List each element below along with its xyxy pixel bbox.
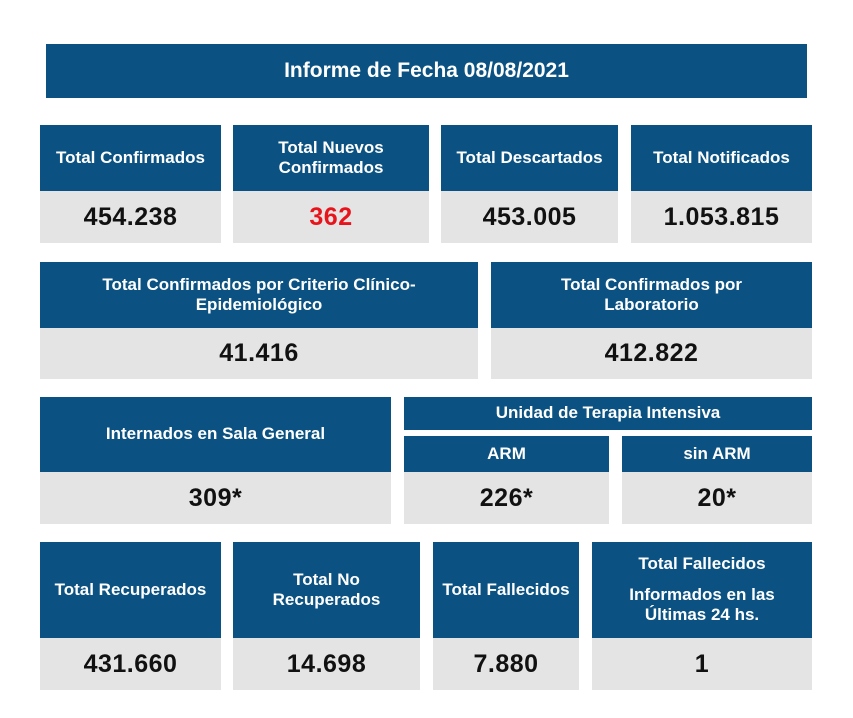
total-no-recuperados-label: Total No Recuperados	[233, 542, 420, 638]
sin-arm-label: sin ARM	[622, 436, 812, 472]
fallecidos-24hs-label: Total Fallecidos Informados en las Últim…	[592, 542, 812, 638]
total-notificados-value: 1.053.815	[631, 191, 812, 243]
confirmados-laboratorio-value: 412.822	[491, 328, 812, 379]
sin-arm-value: 20*	[622, 472, 812, 524]
total-descartados-value: 453.005	[441, 191, 618, 243]
total-nuevos-confirmados-label: Total Nuevos Confirmados	[233, 125, 429, 191]
total-recuperados-label: Total Recuperados	[40, 542, 221, 638]
total-notificados-label: Total Notificados	[631, 125, 812, 191]
arm-label: ARM	[404, 436, 609, 472]
uti-label: Unidad de Terapia Intensiva	[404, 397, 812, 430]
sala-general-value: 309*	[40, 472, 391, 524]
fallecidos-24hs-title: Total Fallecidos	[638, 554, 766, 574]
total-confirmados-label: Total Confirmados	[40, 125, 221, 191]
total-confirmados-value: 454.238	[40, 191, 221, 243]
total-descartados-label: Total Descartados	[441, 125, 618, 191]
fallecidos-24hs-value: 1	[592, 638, 812, 690]
report-title: Informe de Fecha 08/08/2021	[46, 44, 807, 98]
total-no-recuperados-value: 14.698	[233, 638, 420, 690]
total-fallecidos-label: Total Fallecidos	[433, 542, 579, 638]
total-recuperados-value: 431.660	[40, 638, 221, 690]
sala-general-label: Internados en Sala General	[40, 397, 391, 472]
fallecidos-24hs-subtitle: Informados en las Últimas 24 hs.	[629, 584, 775, 625]
confirmados-criterio-clinico-label: Total Confirmados por Criterio Clínico-E…	[40, 262, 478, 328]
total-nuevos-confirmados-value: 362	[233, 191, 429, 243]
confirmados-laboratorio-label: Total Confirmados por Laboratorio	[491, 262, 812, 328]
total-fallecidos-value: 7.880	[433, 638, 579, 690]
confirmados-criterio-clinico-value: 41.416	[40, 328, 478, 379]
arm-value: 226*	[404, 472, 609, 524]
